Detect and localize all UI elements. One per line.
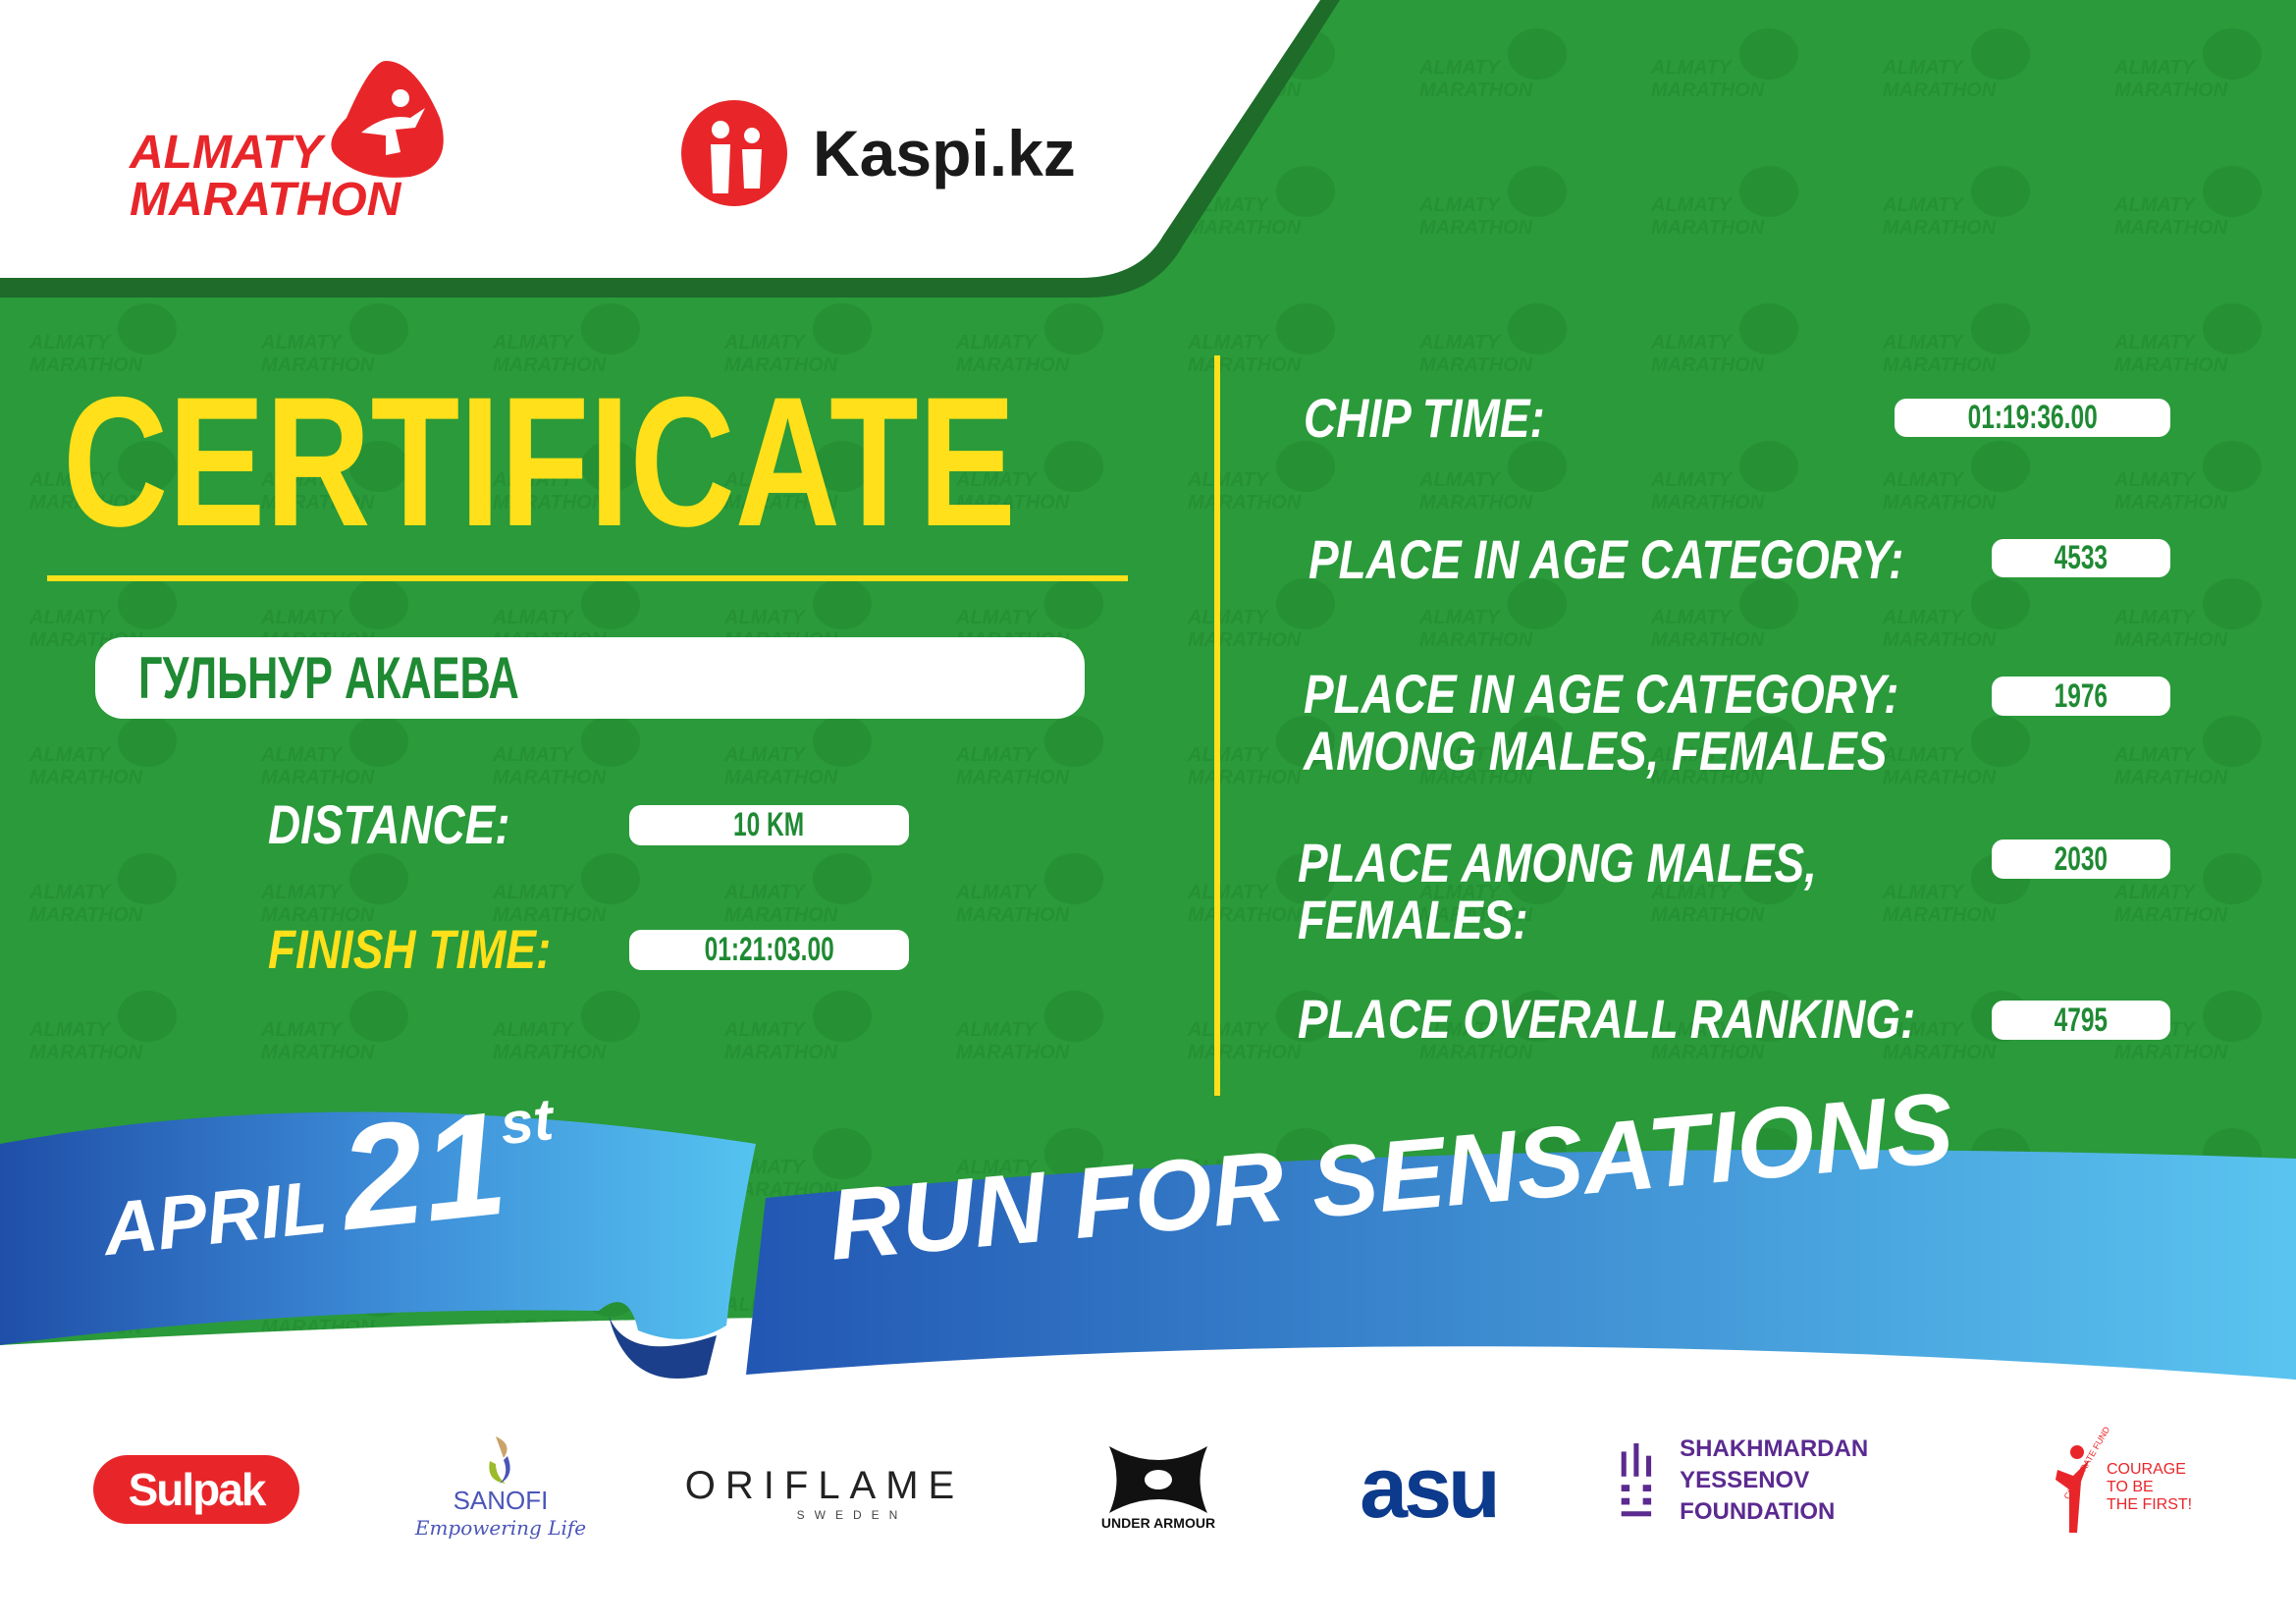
- finish-time-value: 01:21:03.00: [629, 930, 909, 970]
- overall-ranking-value: 4795: [1992, 1001, 2170, 1040]
- participant-name-field: ГУЛЬНУР АКАЕВА: [95, 637, 1085, 719]
- age-category-value: 4533: [1992, 539, 2170, 577]
- chip-time-label: CHIP TIME:: [1304, 387, 1545, 449]
- age-gender-value: 1976: [1992, 677, 2170, 716]
- partner-under-armour-logo: UNDER ARMOUR: [1070, 1438, 1247, 1537]
- participant-name: ГУЛЬНУР АКАЕВА: [138, 645, 519, 711]
- date-month: APRIL: [99, 1164, 331, 1272]
- partner-oriflame-logo: ORIFLAME SWEDEN: [684, 1463, 965, 1522]
- age-category-label: PLACE IN AGE CATEGORY:: [1308, 528, 1904, 590]
- partner-yessenov-logo: SHAKHMARDAN YESSENOV FOUNDATION: [1620, 1435, 1953, 1526]
- logo-line-1: ALMATY: [130, 127, 323, 179]
- sanofi-swoosh-icon: [489, 1435, 510, 1484]
- distance-label: DISTANCE:: [268, 793, 510, 855]
- gender-place-label: PLACE AMONG MALES, FEMALES:: [1298, 832, 1817, 950]
- under-armour-icon: [1109, 1446, 1207, 1513]
- kaspi-logo: Kaspi.kz: [681, 99, 1076, 207]
- overall-ranking-label: PLACE OVERALL RANKING:: [1298, 988, 1916, 1050]
- almaty-marathon-logo: ALMATY MARATHON: [126, 59, 459, 231]
- runner-drop-icon: [331, 61, 444, 178]
- kaspi-wordmark: Kaspi.kz: [813, 117, 1076, 189]
- distance-value: 10 KM: [629, 805, 909, 845]
- logo-line-2: MARATHON: [130, 174, 401, 226]
- courage-figure-icon: [2056, 1445, 2089, 1533]
- finish-time-label: FINISH TIME:: [268, 918, 552, 980]
- certificate-title: CERTIFICATE: [63, 358, 1016, 565]
- yessenov-icon: [1621, 1442, 1652, 1517]
- partner-asu-logo: asu: [1360, 1438, 1501, 1536]
- age-gender-label: PLACE IN AGE CATEGORY: AMONG MALES, FEMA…: [1304, 663, 1899, 782]
- partner-courage-fund-logo: CORPORATE FUND COURAGE TO BE THE FIRST!: [2052, 1425, 2228, 1537]
- chip-time-value: 01:19:36.00: [1895, 399, 2170, 437]
- gender-place-value: 2030: [1992, 839, 2170, 879]
- kaspi-icon: [681, 100, 787, 206]
- date-suffix: st: [497, 1086, 557, 1158]
- partner-sanofi-logo: SANOFI Empowering Life: [412, 1429, 589, 1546]
- date-day: 21: [333, 1079, 513, 1262]
- partner-sulpak-logo: Sulpak: [93, 1455, 299, 1524]
